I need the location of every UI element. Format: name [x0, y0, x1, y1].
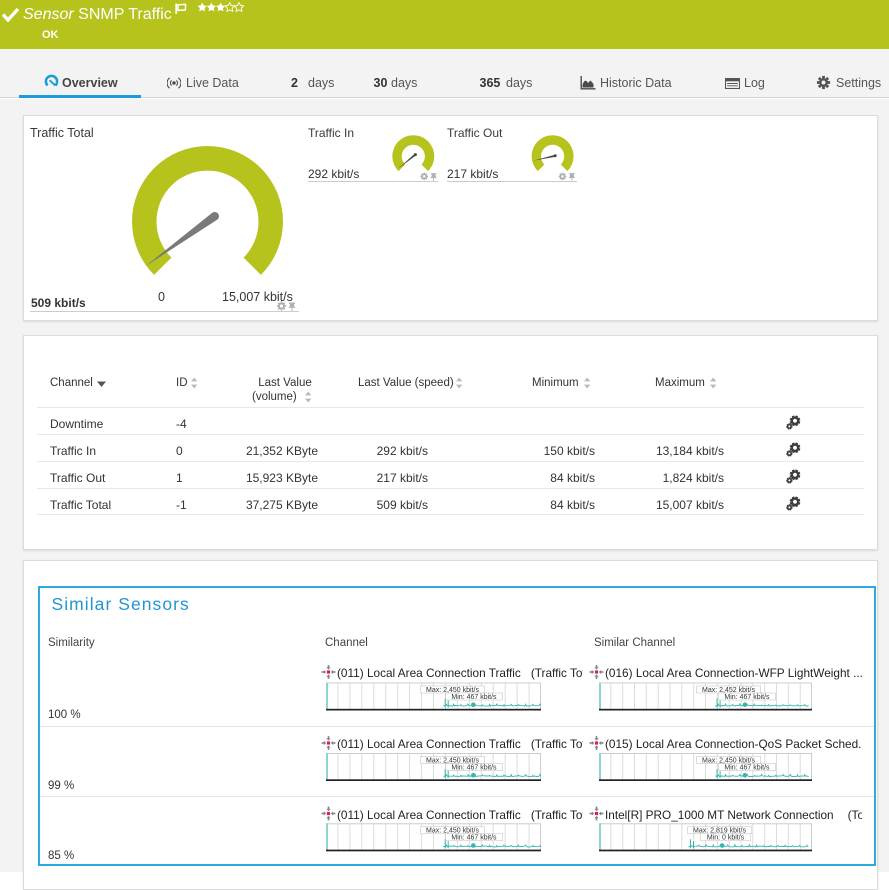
svg-text:Min: 467 kbit/s: Min: 467 kbit/s [724, 694, 770, 701]
svg-text:Max: 2,450 kbit/s: Max: 2,450 kbit/s [426, 757, 479, 764]
svg-text:Min: 0 kbit/s: Min: 0 kbit/s [707, 835, 745, 842]
svg-text:Max: 2,450 kbit/s: Max: 2,450 kbit/s [702, 757, 755, 764]
svg-text:Max: 2,450 kbit/s: Max: 2,450 kbit/s [426, 687, 479, 694]
svg-text:Min: 467 kbit/s: Min: 467 kbit/s [451, 835, 497, 842]
svg-text:Max: 2,452 kbit/s: Max: 2,452 kbit/s [702, 687, 755, 694]
svg-text:Min: 467 kbit/s: Min: 467 kbit/s [724, 764, 770, 771]
svg-text:Max: 2,450 kbit/s: Max: 2,450 kbit/s [426, 828, 479, 835]
svg-text:Min: 467 kbit/s: Min: 467 kbit/s [451, 764, 497, 771]
svg-text:Max: 2,819 kbit/s: Max: 2,819 kbit/s [693, 828, 746, 835]
svg-text:Min: 467 kbit/s: Min: 467 kbit/s [451, 694, 497, 701]
